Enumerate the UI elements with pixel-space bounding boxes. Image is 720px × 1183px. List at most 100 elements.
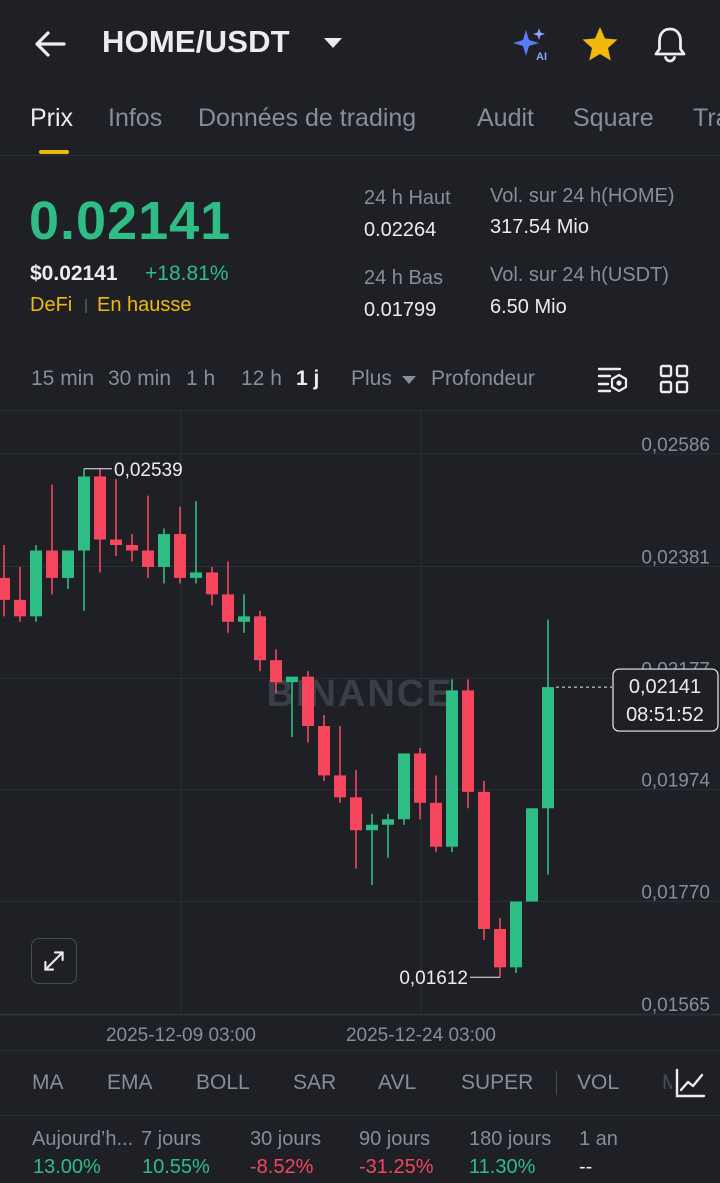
- candle-body: [46, 550, 58, 578]
- candle-body: [14, 599, 26, 617]
- indicator-super[interactable]: SUPER: [461, 1071, 534, 1094]
- indicator-chart-icon[interactable]: [672, 1065, 708, 1101]
- vol-usdt-label: Vol. sur 24 h(USDT): [490, 264, 669, 286]
- y-tick-label: 0,01974: [641, 771, 710, 792]
- layout-grid-icon[interactable]: [657, 362, 691, 396]
- low-24h-value: 0.01799: [364, 299, 437, 321]
- tab-donnees-de-trading[interactable]: Données de trading: [198, 104, 417, 132]
- perf-label-today: Aujourd’h...: [32, 1128, 134, 1150]
- x-tick-label: 2025-12-24 03:00: [346, 1025, 496, 1046]
- vol-home-value: 317.54 Mio: [490, 216, 589, 238]
- candle-body: [0, 577, 10, 600]
- candle-body: [334, 775, 346, 798]
- candle-body: [78, 476, 90, 551]
- y-tick-label: 0,02381: [641, 547, 710, 568]
- chart-settings-icon[interactable]: [596, 362, 630, 396]
- countdown-label: 08:51:52: [626, 704, 704, 726]
- trading-pair-title[interactable]: HOME/USDT: [102, 24, 290, 59]
- perf-value-today: 13.00%: [33, 1156, 101, 1178]
- candle-body: [30, 550, 42, 617]
- perf-label-30d: 30 jours: [250, 1128, 322, 1150]
- tab-infos[interactable]: Infos: [108, 104, 163, 132]
- perf-value-180d: 11.30%: [469, 1156, 536, 1178]
- candle-body: [286, 676, 298, 683]
- perf-value-90d: -31.25%: [359, 1156, 434, 1178]
- x-tick-label: 2025-12-09 03:00: [106, 1025, 256, 1046]
- tab-square[interactable]: Square: [573, 104, 654, 132]
- candle-body: [94, 476, 106, 540]
- top-bar: HOME/USDT AI: [0, 0, 720, 90]
- candle-body: [430, 802, 442, 847]
- tab-trading-truncated[interactable]: Tra: [693, 104, 720, 132]
- candle-body: [446, 690, 458, 847]
- indicator-boll[interactable]: BOLL: [196, 1071, 250, 1094]
- indicator-bar: MA EMA BOLL SAR AVL SUPER VOL M: [0, 1050, 720, 1116]
- last-price-label: 0,02141: [629, 676, 701, 698]
- candle-body: [478, 791, 490, 929]
- svg-text:AI: AI: [536, 51, 547, 63]
- ai-sparkle-icon[interactable]: AI: [509, 24, 549, 64]
- indicator-vol[interactable]: VOL: [577, 1071, 620, 1094]
- candle-body: [382, 819, 394, 825]
- more-dropdown-caret-icon: [402, 376, 416, 384]
- tab-audit[interactable]: Audit: [477, 104, 534, 132]
- interval-more[interactable]: Plus: [351, 367, 392, 390]
- candle-body: [222, 594, 234, 622]
- tag-divider: [85, 299, 87, 313]
- candle-body: [238, 616, 250, 622]
- candle-body: [510, 901, 522, 968]
- indicator-ema[interactable]: EMA: [107, 1071, 153, 1094]
- candle-body: [302, 676, 314, 727]
- tab-prix[interactable]: Prix: [30, 104, 74, 132]
- candle-body: [110, 539, 122, 546]
- pair-dropdown-caret-icon[interactable]: [324, 38, 342, 48]
- interval-1d[interactable]: 1 j: [296, 367, 320, 390]
- fullscreen-expand-icon[interactable]: [31, 938, 77, 984]
- candle-body: [414, 753, 426, 803]
- last-price-box: [612, 668, 719, 732]
- candle-body: [126, 545, 138, 551]
- vol-home-label: Vol. sur 24 h(HOME): [490, 185, 675, 207]
- y-tick-label: 0,02586: [641, 435, 710, 456]
- candle-body: [174, 534, 186, 578]
- high-marker-label: 0,02539: [114, 460, 183, 481]
- star-icon[interactable]: [580, 24, 620, 64]
- candle-body: [158, 534, 170, 567]
- candlestick-chart[interactable]: BINANCE0,025860,023810,021770,019740,017…: [0, 411, 720, 1051]
- candle-body: [526, 808, 538, 902]
- interval-30min[interactable]: 30 min: [108, 367, 172, 390]
- price-change-percent: +18.81%: [145, 262, 229, 285]
- candle-body: [318, 726, 330, 776]
- y-tick-label: 0,01565: [641, 995, 710, 1016]
- perf-value-7d: 10.55%: [142, 1156, 210, 1178]
- candlestick-chart-area[interactable]: BINANCE0,025860,023810,021770,019740,017…: [0, 410, 720, 1050]
- interval-1h[interactable]: 1 h: [186, 367, 216, 390]
- indicator-ma[interactable]: MA: [32, 1071, 64, 1094]
- perf-label-7d: 7 jours: [141, 1128, 202, 1150]
- bell-icon[interactable]: [650, 24, 690, 64]
- candle-body: [398, 753, 410, 820]
- candle-body: [62, 550, 74, 578]
- indicator-avl[interactable]: AVL: [378, 1071, 417, 1094]
- candle-body: [350, 797, 362, 831]
- perf-label-180d: 180 jours: [469, 1128, 552, 1150]
- section-tabs: Prix Infos Données de trading Audit Squa…: [0, 96, 720, 156]
- perf-label-90d: 90 jours: [359, 1128, 431, 1150]
- candle-body: [366, 824, 378, 831]
- depth-tab[interactable]: Profondeur: [431, 367, 535, 390]
- interval-15min[interactable]: 15 min: [31, 367, 95, 390]
- candle-body: [270, 660, 282, 683]
- candle-body: [542, 687, 554, 809]
- interval-12h[interactable]: 12 h: [241, 367, 282, 390]
- last-price: 0.02141: [29, 191, 232, 251]
- candle-body: [462, 690, 474, 792]
- vol-usdt-value: 6.50 Mio: [490, 296, 567, 318]
- high-24h-value: 0.02264: [364, 219, 437, 241]
- tag-en-hausse[interactable]: En hausse: [97, 294, 192, 316]
- candle-body: [254, 616, 266, 661]
- low-24h-label: 24 h Bas: [364, 267, 443, 289]
- indicator-sar[interactable]: SAR: [293, 1071, 337, 1094]
- tag-defi[interactable]: DeFi: [30, 294, 73, 316]
- high-24h-label: 24 h Haut: [364, 187, 451, 209]
- back-arrow-icon[interactable]: [30, 26, 70, 62]
